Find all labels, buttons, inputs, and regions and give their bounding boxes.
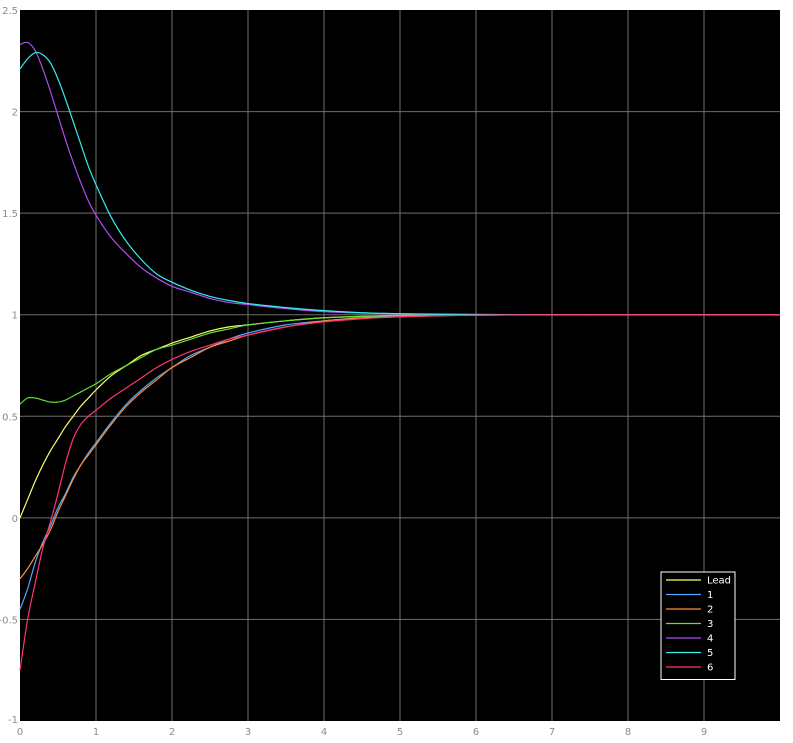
legend-entry-label: 5: [707, 648, 713, 659]
y-tick-label: 0.5: [2, 412, 18, 423]
series-line-6: [19, 314, 780, 671]
x-tick-label: 5: [397, 727, 403, 738]
x-tick-label: 0: [17, 727, 23, 738]
y-tick-label: 0: [12, 514, 18, 525]
x-tick-label: 8: [625, 727, 631, 738]
series-line-5: [19, 51, 780, 316]
x-tick-label: 1: [93, 727, 99, 738]
tick-labels: 0 1 2 3 4 5 6 7 8 9 -1 -0.5 0 0.5 1 1.5 2 2.5: [0, 6, 707, 738]
y-tick-label: 2.5: [2, 6, 18, 17]
legend-entry-label: 1: [707, 590, 713, 601]
x-tick-label: 7: [549, 727, 555, 738]
series-group: [19, 41, 780, 671]
y-tick-label: 1: [12, 311, 18, 322]
legend-box: [660, 571, 736, 680]
x-tick-label: 3: [245, 727, 251, 738]
legend-entry-label: 6: [707, 663, 713, 674]
legend[interactable]: Lead 1 2 3 4 5 6: [660, 571, 736, 680]
x-tick-label: 9: [701, 727, 707, 738]
legend-entry-label: 2: [707, 605, 713, 616]
x-tick-label: 2: [169, 727, 175, 738]
y-tick-label: 1.5: [2, 209, 18, 220]
y-tick-label: -1: [8, 715, 18, 726]
legend-entry-label: 3: [707, 619, 713, 630]
legend-entry-label: 4: [707, 634, 713, 645]
y-tick-label: -0.5: [0, 615, 18, 626]
grid-lines: [20, 10, 780, 721]
x-tick-label: 4: [321, 727, 327, 738]
y-tick-label: 2: [12, 108, 18, 119]
x-tick-label: 6: [473, 727, 479, 738]
legend-entry-label: Lead: [707, 576, 731, 587]
